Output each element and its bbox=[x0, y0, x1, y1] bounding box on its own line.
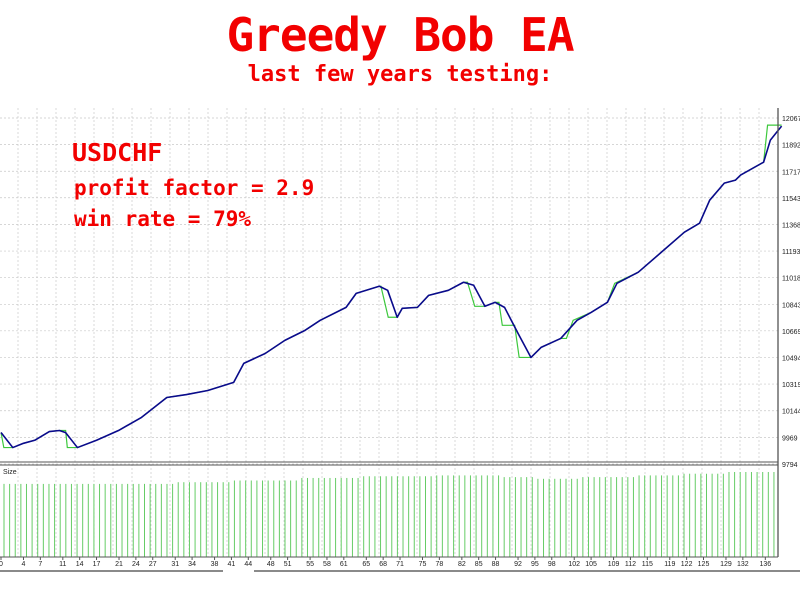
y-tick-label: 11193 bbox=[782, 249, 800, 256]
y-tick-label: 10144 bbox=[782, 409, 800, 416]
x-tick-label: 17 bbox=[93, 561, 101, 568]
y-tick-label: 11368 bbox=[782, 222, 800, 229]
x-tick-label: 85 bbox=[475, 561, 483, 568]
x-tick-label: 4 bbox=[22, 561, 26, 568]
y-tick-label: 9794 bbox=[782, 462, 798, 469]
y-tick-label: 9969 bbox=[782, 435, 798, 442]
x-tick-label: 48 bbox=[267, 561, 275, 568]
y-tick-label: 11892 bbox=[782, 143, 800, 150]
x-tick-label: 75 bbox=[419, 561, 427, 568]
y-tick-label: 11018 bbox=[782, 276, 800, 283]
x-tick-label: 34 bbox=[188, 561, 196, 568]
x-tick-label: 14 bbox=[76, 561, 84, 568]
x-tick-label: 115 bbox=[642, 561, 653, 568]
axes: 1206711892117171154311368111931101810843… bbox=[0, 108, 800, 572]
symbol-label: USDCHF bbox=[72, 138, 163, 167]
x-tick-label: 109 bbox=[608, 561, 620, 568]
x-tick-label: 105 bbox=[585, 561, 597, 568]
x-tick-label: 58 bbox=[323, 561, 331, 568]
x-tick-label: 11 bbox=[59, 561, 66, 568]
balance-line bbox=[0, 124, 782, 449]
x-tick-label: 27 bbox=[149, 561, 157, 568]
series-lines bbox=[0, 124, 783, 449]
x-tick-label: 92 bbox=[514, 561, 522, 568]
y-tick-label: 10669 bbox=[782, 329, 800, 336]
y-tick-label: 12067 bbox=[782, 116, 800, 123]
x-tick-label: 71 bbox=[396, 561, 404, 568]
y-tick-label: 10843 bbox=[782, 302, 800, 309]
x-tick-label: 125 bbox=[698, 561, 710, 568]
x-tick-label: 68 bbox=[379, 561, 387, 568]
x-tick-label: 129 bbox=[720, 561, 732, 568]
x-tick-label: 78 bbox=[435, 561, 443, 568]
x-tick-label: 31 bbox=[171, 561, 179, 568]
x-tick-label: 51 bbox=[284, 561, 292, 568]
grid bbox=[0, 108, 778, 557]
x-tick-label: 38 bbox=[211, 561, 219, 568]
profit-factor-label: profit factor = 2.9 bbox=[74, 176, 315, 200]
x-tick-label: 21 bbox=[115, 561, 123, 568]
x-tick-label: 0 bbox=[0, 561, 3, 568]
x-tick-label: 55 bbox=[306, 561, 314, 568]
volume-bars bbox=[3, 472, 775, 557]
volume-label: Size bbox=[3, 469, 17, 476]
x-tick-label: 132 bbox=[737, 561, 749, 568]
x-tick-label: 112 bbox=[625, 561, 636, 568]
win-rate-label: win rate = 79% bbox=[74, 207, 252, 231]
x-tick-label: 7 bbox=[38, 561, 42, 568]
x-tick-label: 136 bbox=[759, 561, 771, 568]
y-tick-label: 10494 bbox=[782, 355, 800, 362]
x-tick-label: 61 bbox=[340, 561, 348, 568]
equity-line bbox=[0, 125, 783, 449]
x-tick-label: 95 bbox=[531, 561, 539, 568]
x-tick-label: 82 bbox=[458, 561, 466, 568]
y-tick-label: 11717 bbox=[782, 169, 800, 176]
page-subtitle: last few years testing: bbox=[247, 62, 553, 87]
x-tick-label: 41 bbox=[228, 561, 236, 568]
x-tick-label: 119 bbox=[664, 561, 675, 568]
y-tick-label: 10319 bbox=[782, 382, 800, 389]
x-tick-label: 102 bbox=[568, 561, 580, 568]
x-tick-label: 88 bbox=[492, 561, 500, 568]
x-tick-label: 44 bbox=[244, 561, 252, 568]
page-title: Greedy Bob EA bbox=[226, 8, 574, 62]
x-tick-label: 65 bbox=[362, 561, 370, 568]
x-tick-label: 98 bbox=[548, 561, 556, 568]
y-tick-label: 11543 bbox=[782, 196, 800, 203]
x-tick-label: 122 bbox=[681, 561, 693, 568]
x-tick-label: 24 bbox=[132, 561, 140, 568]
